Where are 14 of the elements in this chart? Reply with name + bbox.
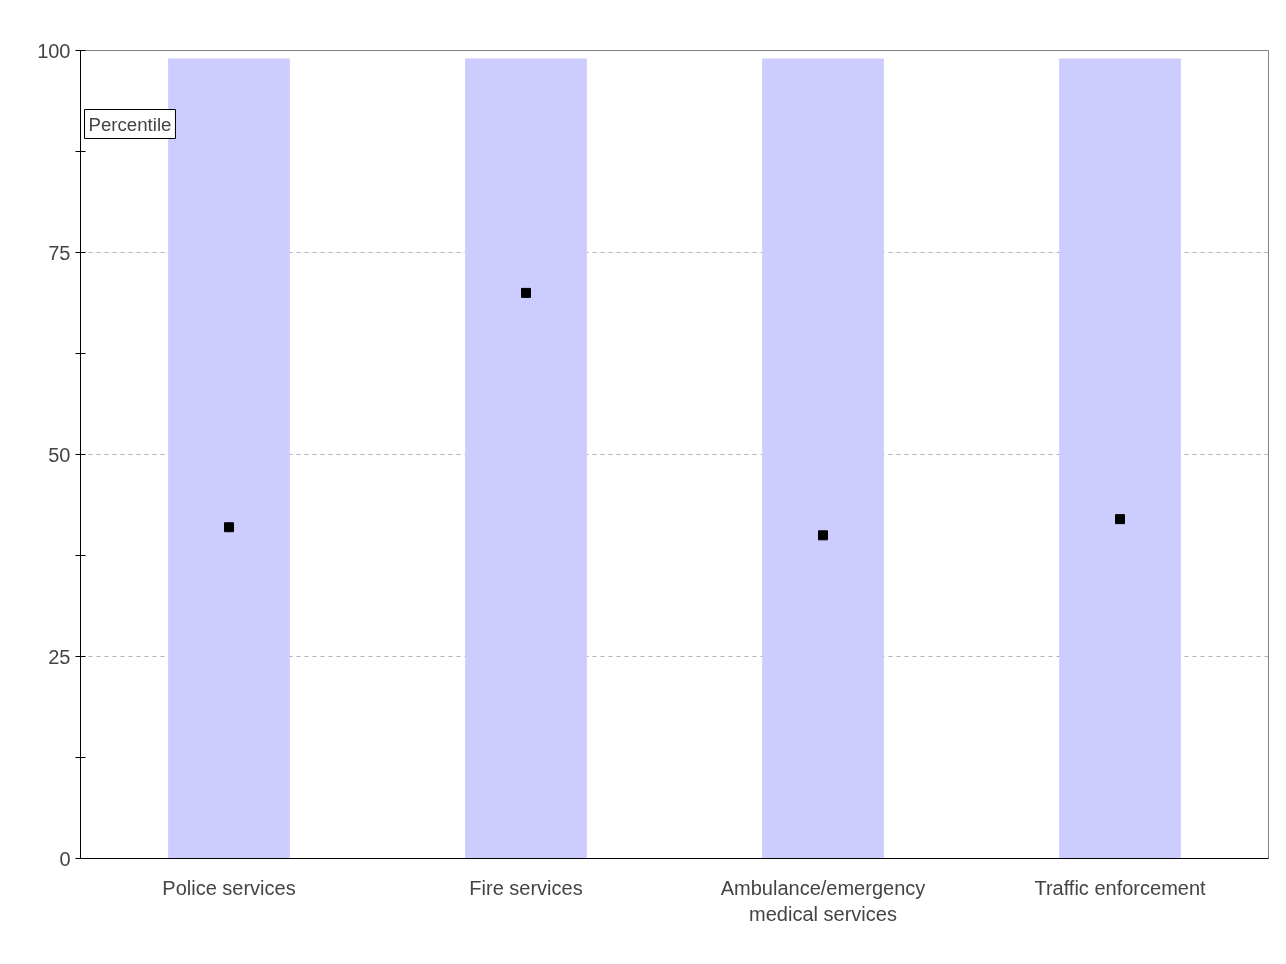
point [1115, 514, 1125, 525]
x-tick-label: Ambulance/emergency medical services [720, 876, 926, 925]
x-tick-label: Police services [162, 876, 296, 899]
y-tick-label: 75 [48, 241, 71, 264]
x-tick-label: Fire services [469, 876, 583, 899]
y-axis-title: Percentile [88, 113, 172, 135]
x-tick-label: Traffic enforcement [1034, 876, 1207, 899]
y-tick-label: 25 [48, 645, 71, 668]
point [224, 522, 234, 533]
y-tick-label: 100 [37, 39, 71, 62]
point [521, 287, 531, 298]
point [818, 530, 828, 541]
y-tick-label: 50 [48, 443, 71, 466]
y-tick-label: 0 [59, 847, 71, 870]
